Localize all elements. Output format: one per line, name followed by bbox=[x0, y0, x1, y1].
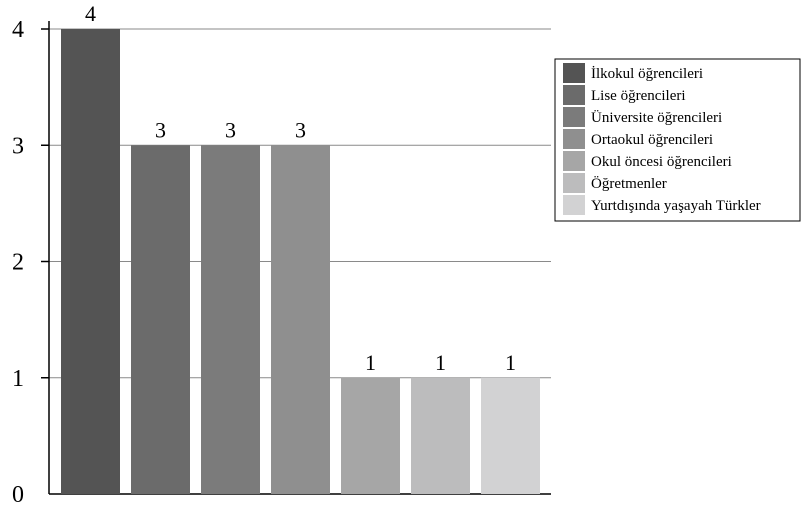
legend-swatch bbox=[563, 85, 585, 105]
y-tick-label: 2 bbox=[12, 250, 24, 276]
legend-swatch bbox=[563, 151, 585, 171]
bar bbox=[131, 145, 190, 494]
data-label: 3 bbox=[155, 117, 166, 142]
bar bbox=[61, 29, 120, 494]
bar bbox=[341, 377, 400, 494]
legend-swatch bbox=[563, 63, 585, 83]
legend-swatch bbox=[563, 129, 585, 149]
legend-label: Üniversite öğrencileri bbox=[591, 109, 722, 126]
y-axis-ticks: 0 1 2 3 4 bbox=[12, 17, 49, 508]
y-tick-label: 3 bbox=[12, 133, 24, 159]
bars bbox=[61, 29, 540, 494]
bar bbox=[481, 377, 540, 494]
legend-box bbox=[554, 58, 801, 222]
legend-label: Yurtdışında yaşayah Türkler bbox=[591, 198, 761, 214]
legend-label: Öğretmenler bbox=[591, 175, 667, 192]
legend-swatch bbox=[563, 173, 585, 193]
y-tick-label: 4 bbox=[12, 17, 24, 43]
data-label: 4 bbox=[85, 1, 96, 26]
legend-label: Lise öğrencileri bbox=[591, 88, 686, 104]
data-labels: 4 3 3 3 1 1 1 bbox=[85, 1, 516, 375]
data-label: 1 bbox=[365, 350, 376, 375]
data-label: 1 bbox=[435, 350, 446, 375]
data-label: 1 bbox=[505, 350, 516, 375]
legend-label: Okul öncesi öğrencileri bbox=[591, 154, 732, 170]
legend-label: Ortaokul öğrencileri bbox=[591, 132, 713, 148]
legend-label: İlkokul öğrencileri bbox=[591, 66, 703, 82]
legend-swatch bbox=[563, 195, 585, 215]
data-label: 3 bbox=[295, 117, 306, 142]
data-label: 3 bbox=[225, 117, 236, 142]
legend: İlkokul öğrencileri Lise öğrencileri Ünive… bbox=[554, 58, 801, 222]
y-tick-label: 0 bbox=[12, 482, 24, 508]
y-tick-label: 1 bbox=[12, 366, 24, 392]
bar bbox=[201, 145, 260, 494]
legend-swatch bbox=[563, 107, 585, 127]
bar bbox=[271, 145, 330, 494]
bar bbox=[411, 377, 470, 494]
